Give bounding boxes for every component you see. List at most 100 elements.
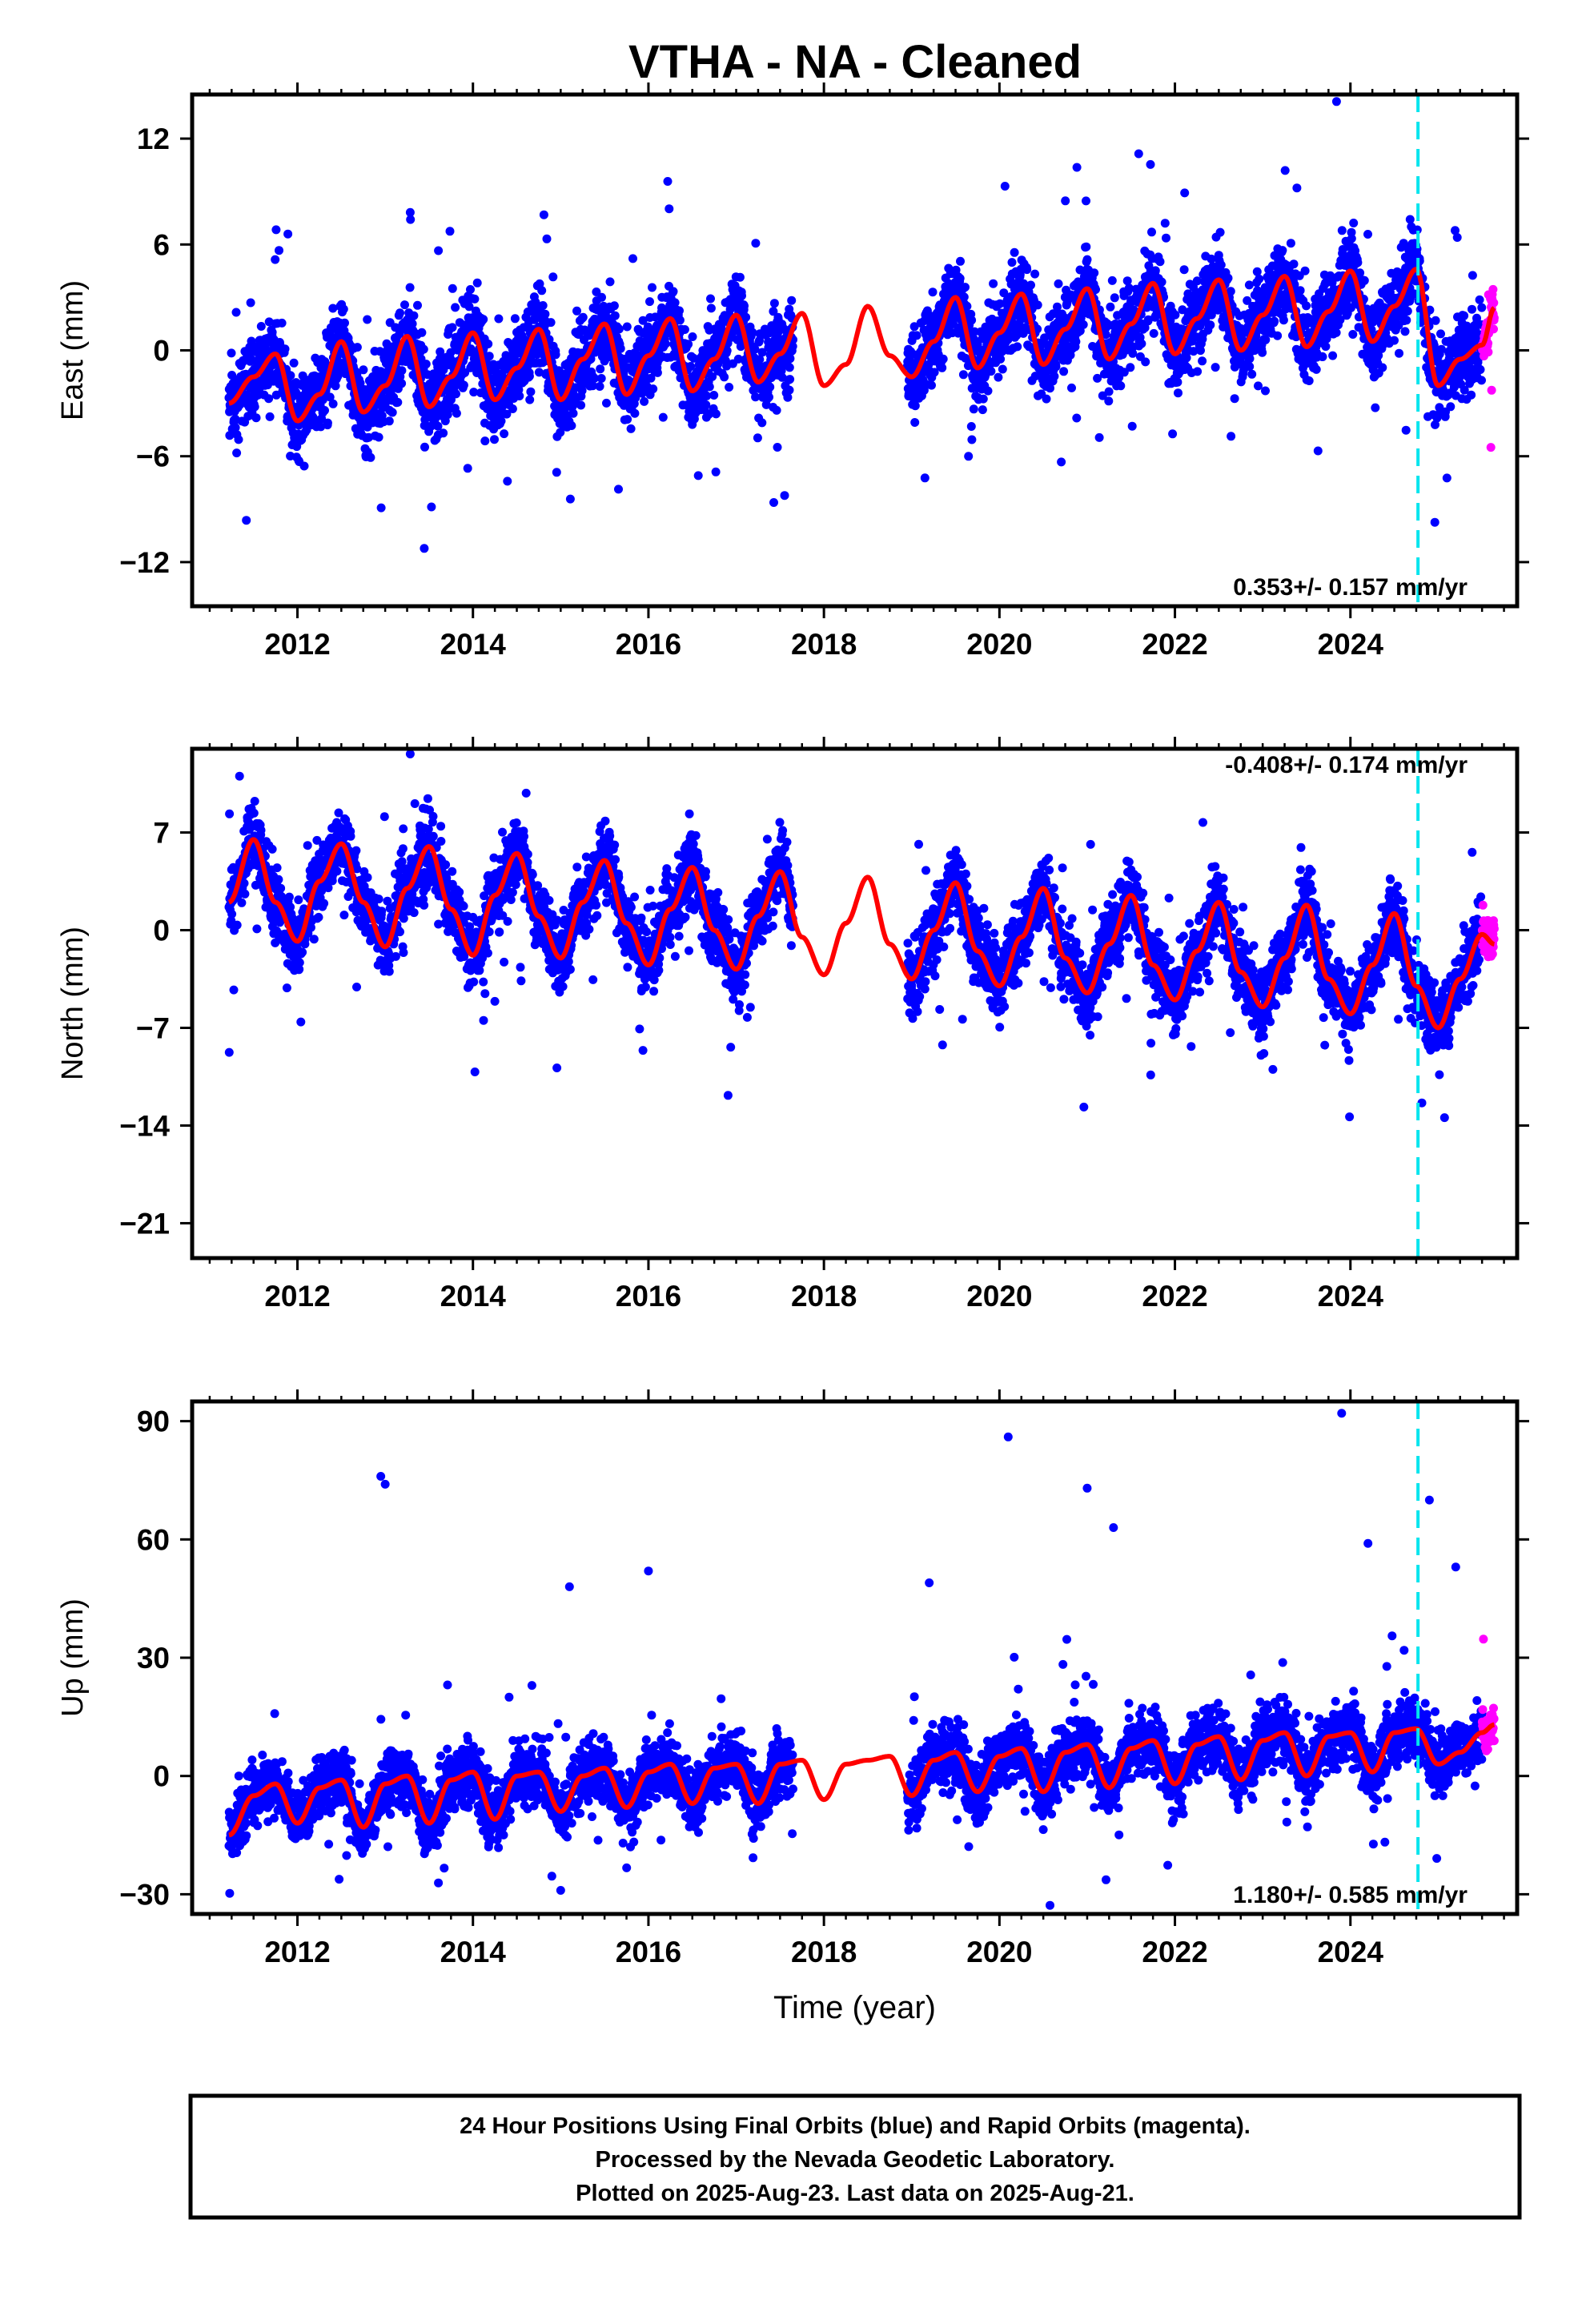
final-orbit-point xyxy=(366,452,375,462)
final-orbit-point xyxy=(1227,432,1236,441)
final-orbit-point xyxy=(433,421,443,431)
final-orbit-point xyxy=(1010,247,1019,257)
final-orbit-point xyxy=(616,344,625,353)
final-orbit-point xyxy=(1170,310,1180,320)
final-orbit-point xyxy=(443,410,452,420)
final-orbit-point xyxy=(1107,275,1117,285)
final-orbit-point xyxy=(720,372,729,382)
final-orbit-point xyxy=(1090,268,1099,278)
final-orbit-point xyxy=(785,375,795,384)
final-orbit-point xyxy=(630,408,640,418)
final-orbit-point xyxy=(927,380,936,390)
final-orbit-point xyxy=(546,318,556,328)
final-orbit-point xyxy=(1127,421,1137,431)
final-orbit-point xyxy=(331,381,340,391)
final-orbit-point xyxy=(725,383,734,392)
final-orbit-point xyxy=(605,277,615,287)
final-orbit-point xyxy=(1033,300,1042,310)
final-orbit-point xyxy=(1051,362,1061,372)
y-tick-label: 0 xyxy=(153,335,170,368)
final-orbit-point xyxy=(1295,286,1305,296)
final-orbit-point xyxy=(406,215,416,224)
y-tick-label: 12 xyxy=(137,123,170,155)
final-orbit-point xyxy=(626,424,636,433)
final-orbit-point xyxy=(938,363,947,372)
final-orbit-point xyxy=(1247,369,1257,379)
final-orbit-point xyxy=(1467,390,1476,400)
final-orbit-point xyxy=(785,363,794,372)
final-orbit-point xyxy=(1042,394,1051,404)
final-orbit-point xyxy=(246,298,255,308)
final-orbit-point xyxy=(271,255,280,264)
final-orbit-point xyxy=(271,225,281,235)
final-orbit-point xyxy=(595,382,604,391)
final-orbit-point xyxy=(1071,337,1081,347)
final-orbit-point xyxy=(427,502,436,512)
final-orbit-point xyxy=(421,360,431,369)
final-orbit-point xyxy=(1244,280,1254,290)
final-orbit-point xyxy=(706,304,716,313)
final-orbit-point xyxy=(267,328,277,337)
final-orbit-point xyxy=(397,366,407,376)
final-orbit-point xyxy=(596,364,605,374)
panel-east: 2012 2014 2016 2018 2020 2022 2024−12−60612Eas… xyxy=(56,82,1529,661)
final-orbit-point xyxy=(299,461,309,471)
final-orbit-point xyxy=(1162,233,1170,243)
final-orbit-point xyxy=(769,299,779,308)
final-orbit-point xyxy=(376,503,386,513)
final-orbit-point xyxy=(964,452,974,461)
final-orbit-point xyxy=(597,292,606,302)
final-orbit-point xyxy=(1468,271,1477,280)
final-orbit-point xyxy=(568,408,578,418)
final-orbit-point xyxy=(576,400,586,410)
final-orbit-point xyxy=(524,372,534,381)
final-orbit-point xyxy=(705,382,714,392)
final-orbit-point xyxy=(542,234,552,243)
final-orbit-point xyxy=(1304,376,1314,385)
y-axis-label: East (mm) xyxy=(56,280,90,420)
final-orbit-point xyxy=(479,315,488,324)
final-orbit-point xyxy=(1173,377,1182,387)
final-orbit-point xyxy=(289,358,299,368)
final-orbit-point xyxy=(229,985,239,995)
x-tick-label: 2016 xyxy=(616,628,681,661)
final-orbit-point xyxy=(265,412,275,421)
final-orbit-point xyxy=(405,283,415,292)
final-orbit-point xyxy=(1174,388,1182,398)
panels-group: 2012 2014 2016 2018 2020 2022 2024−12−60612Eas… xyxy=(56,82,1529,2025)
final-orbit-point xyxy=(688,332,697,341)
final-orbit-point xyxy=(405,207,415,217)
final-orbit-point xyxy=(1215,227,1225,237)
final-orbit-point xyxy=(693,471,703,480)
final-orbit-point xyxy=(508,404,517,413)
final-orbit-point xyxy=(448,283,457,293)
final-orbit-point xyxy=(996,354,1006,364)
final-orbit-point xyxy=(711,467,721,476)
final-orbit-point xyxy=(384,416,394,426)
final-orbit-point xyxy=(463,464,472,473)
final-orbit-point xyxy=(787,296,797,305)
final-orbit-point xyxy=(622,322,632,332)
final-orbit-point xyxy=(628,254,637,263)
final-orbit-point xyxy=(1180,188,1190,198)
final-orbit-point xyxy=(663,177,673,186)
final-orbit-point xyxy=(510,314,520,324)
final-orbit-point xyxy=(1082,242,1091,251)
final-orbit-point xyxy=(393,397,403,407)
final-orbit-point xyxy=(1116,381,1126,391)
final-orbit-point xyxy=(765,392,773,402)
final-orbit-point xyxy=(961,283,970,292)
final-orbit-point xyxy=(1395,348,1403,358)
final-orbit-point xyxy=(1050,372,1059,381)
y-tick-label: −12 xyxy=(119,546,170,579)
final-orbit-point xyxy=(417,328,427,337)
final-orbit-point xyxy=(785,385,794,395)
final-orbit-point xyxy=(1211,363,1220,372)
final-orbit-point xyxy=(1270,316,1279,326)
final-orbit-point xyxy=(596,374,606,383)
y-tick-label: −6 xyxy=(136,440,170,473)
final-orbit-point xyxy=(640,396,649,406)
final-orbit-point xyxy=(413,300,422,310)
final-orbit-point xyxy=(910,418,920,427)
final-orbit-point xyxy=(328,399,338,408)
